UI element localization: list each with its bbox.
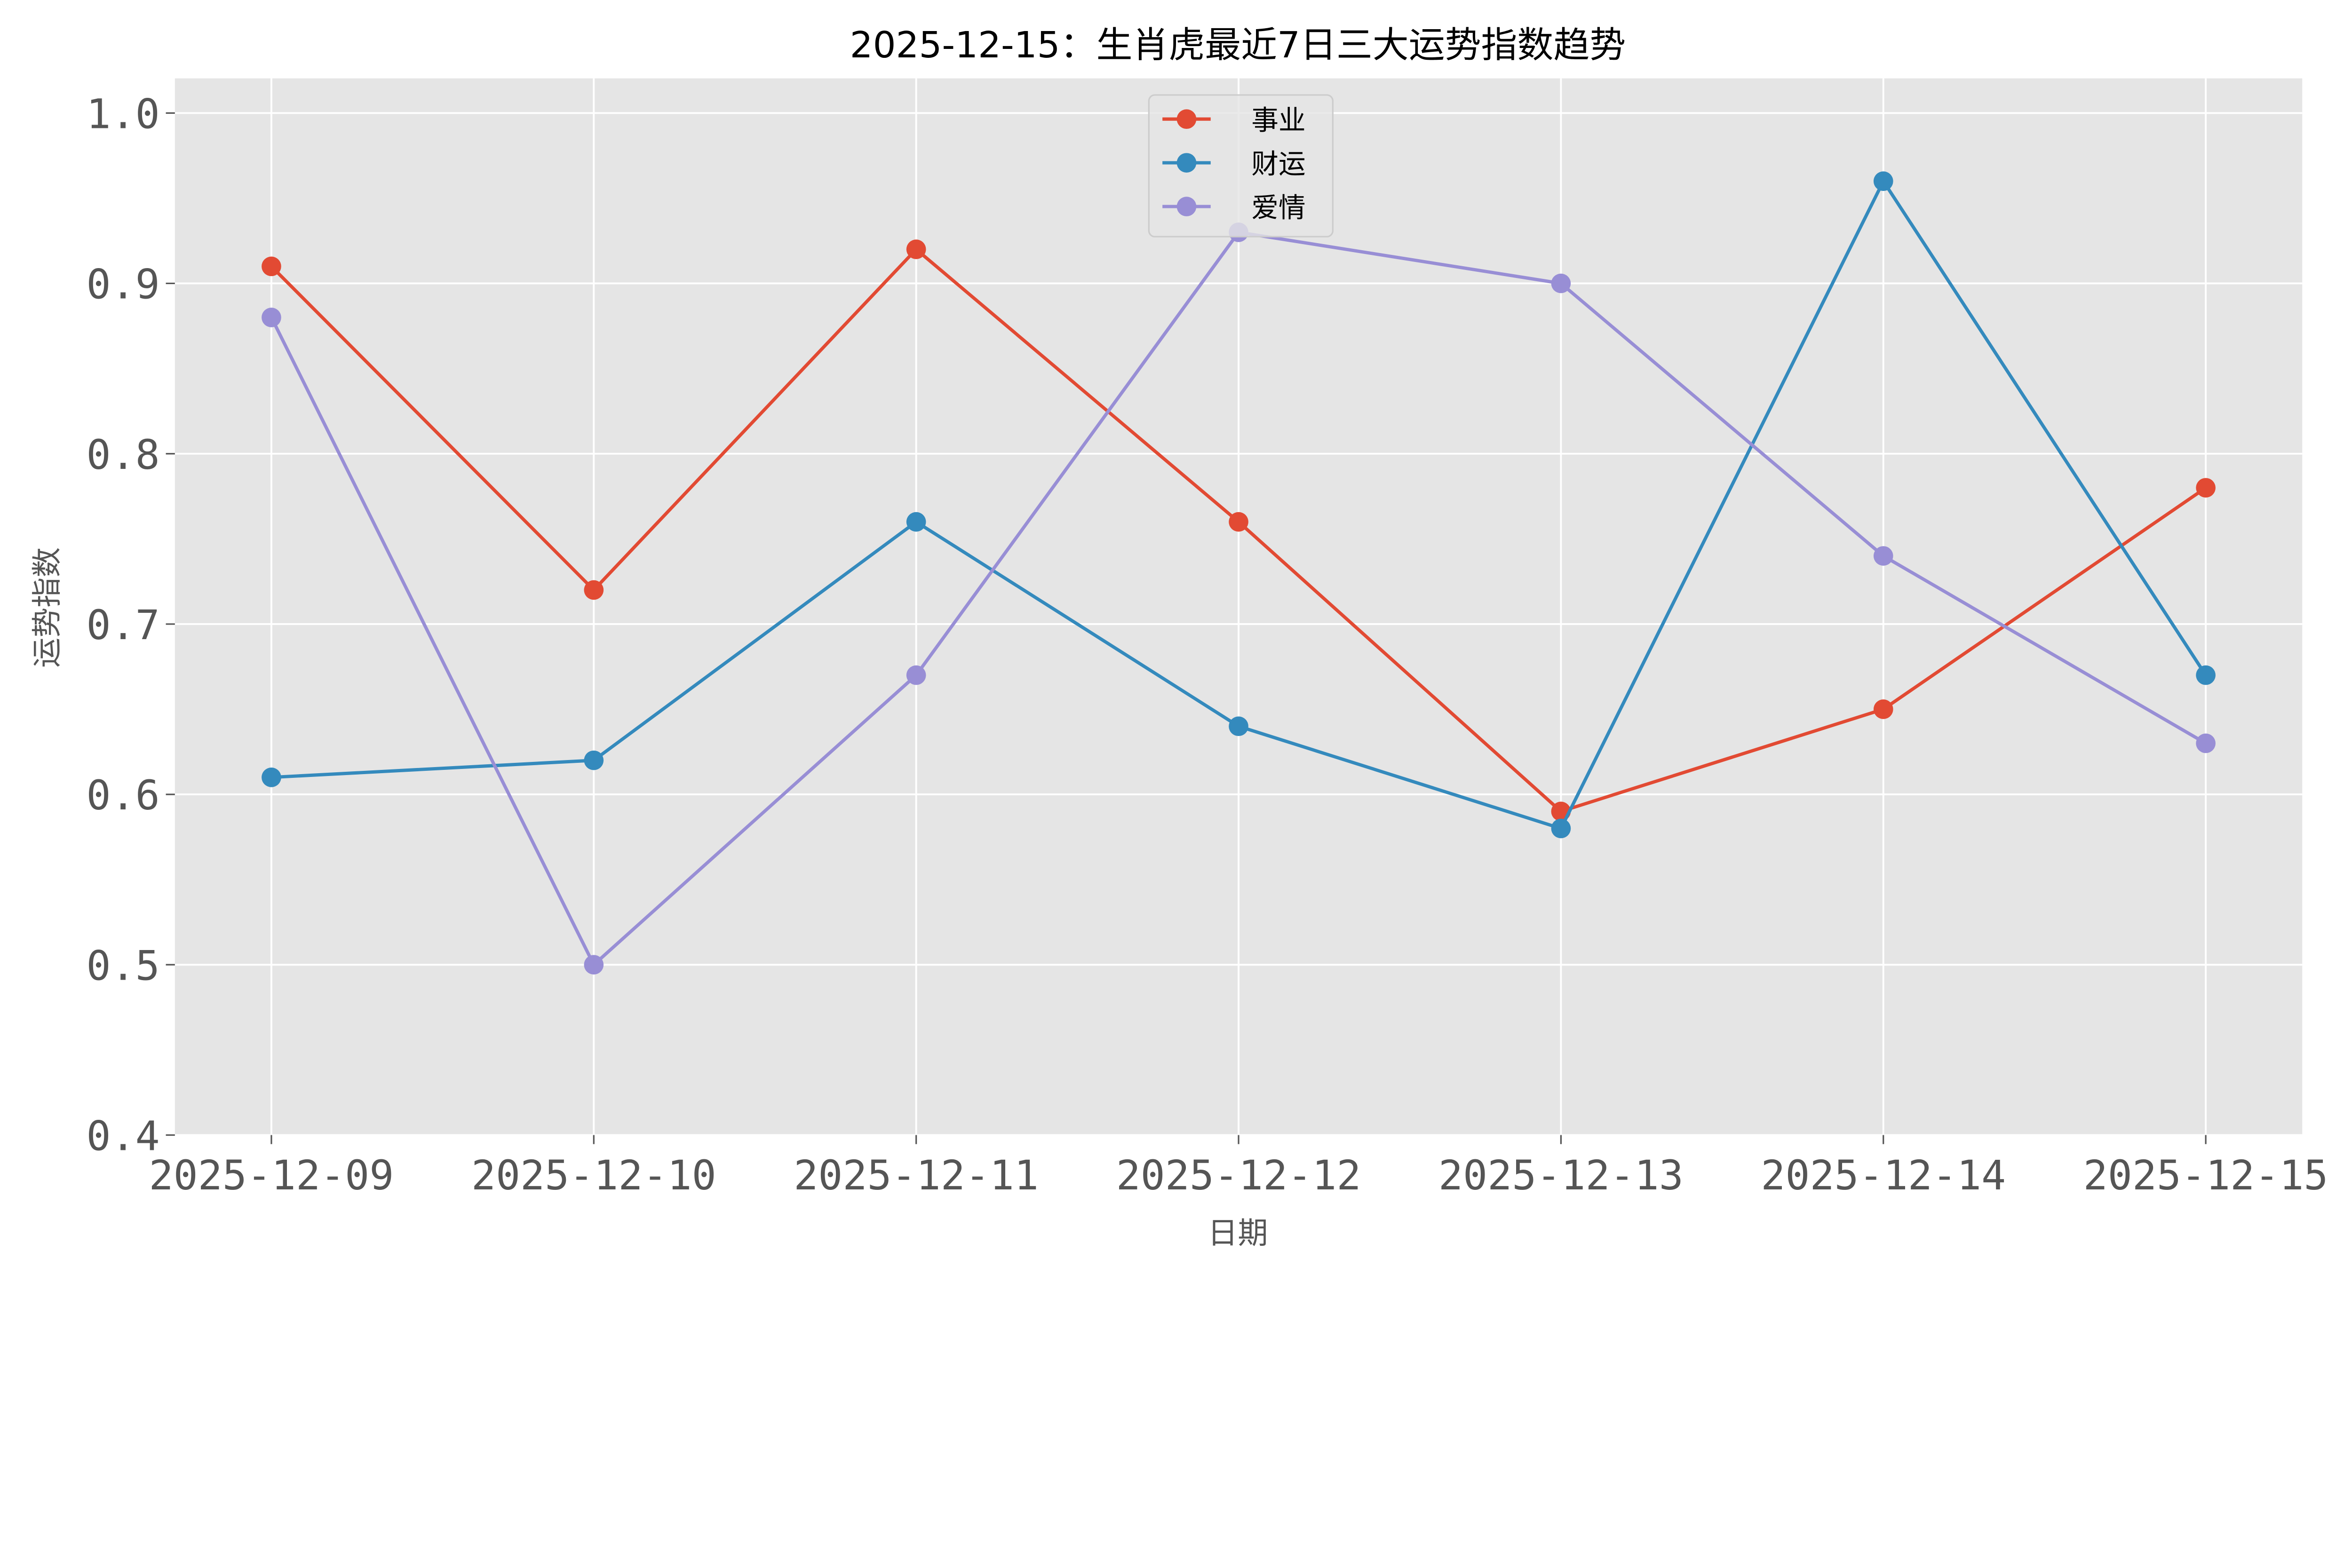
data-point xyxy=(1873,699,1893,719)
y-tick-label: 0.8 xyxy=(86,432,159,479)
data-point xyxy=(1551,273,1571,293)
data-point xyxy=(906,665,926,685)
series-1 xyxy=(262,171,2216,839)
y-tick-label: 0.7 xyxy=(86,602,159,649)
y-tick-label: 1.0 xyxy=(86,91,159,138)
data-point xyxy=(584,580,604,600)
y-tick-label: 0.5 xyxy=(86,942,159,990)
legend-label: 财运 xyxy=(1251,148,1305,180)
series-0 xyxy=(262,239,2216,822)
data-point xyxy=(1229,716,1248,736)
x-tick-label: 2025-12-14 xyxy=(1761,1152,2006,1199)
x-tick-label: 2025-12-12 xyxy=(1116,1152,1361,1199)
data-point xyxy=(262,256,281,277)
data-point xyxy=(584,955,604,975)
x-axis-label: 日期 xyxy=(1208,1216,1268,1251)
data-point xyxy=(906,512,926,532)
data-point xyxy=(1873,171,1893,191)
data-point xyxy=(1551,818,1571,839)
x-tick-label: 2025-12-09 xyxy=(149,1152,394,1199)
data-point xyxy=(1229,512,1248,532)
data-point xyxy=(2196,665,2216,685)
data-point xyxy=(2196,733,2216,753)
legend-marker xyxy=(1176,153,1197,173)
legend-marker xyxy=(1176,109,1197,129)
chart-title: 2025-12-15：生肖虎最近7日三大运势指数趋势 xyxy=(850,24,1626,66)
y-tick-label: 0.4 xyxy=(86,1113,159,1160)
data-point xyxy=(584,750,604,770)
data-point xyxy=(2196,478,2216,498)
line-chart: 0.4 0.5 0.6 0.7 0.8 0.9 1.0 2025-12-09 2025-12-… xyxy=(30,24,2328,1251)
legend-label: 事业 xyxy=(1251,104,1305,136)
legend-frame xyxy=(1148,94,1334,238)
y-tick-label: 0.9 xyxy=(86,261,159,309)
legend-label: 爱情 xyxy=(1251,192,1305,224)
data-point xyxy=(906,239,926,259)
y-axis-label: 运势指数 xyxy=(30,547,65,667)
data-point xyxy=(262,308,281,327)
x-tick-label: 2025-12-11 xyxy=(794,1152,1039,1199)
data-point xyxy=(1873,546,1893,566)
y-tick-label: 0.6 xyxy=(86,772,159,819)
x-tick-label: 2025-12-15 xyxy=(2083,1152,2328,1199)
data-point xyxy=(262,768,281,787)
x-tick-label: 2025-12-10 xyxy=(471,1152,716,1199)
x-tick-label: 2025-12-13 xyxy=(1438,1152,1684,1199)
legend-marker xyxy=(1176,197,1197,216)
